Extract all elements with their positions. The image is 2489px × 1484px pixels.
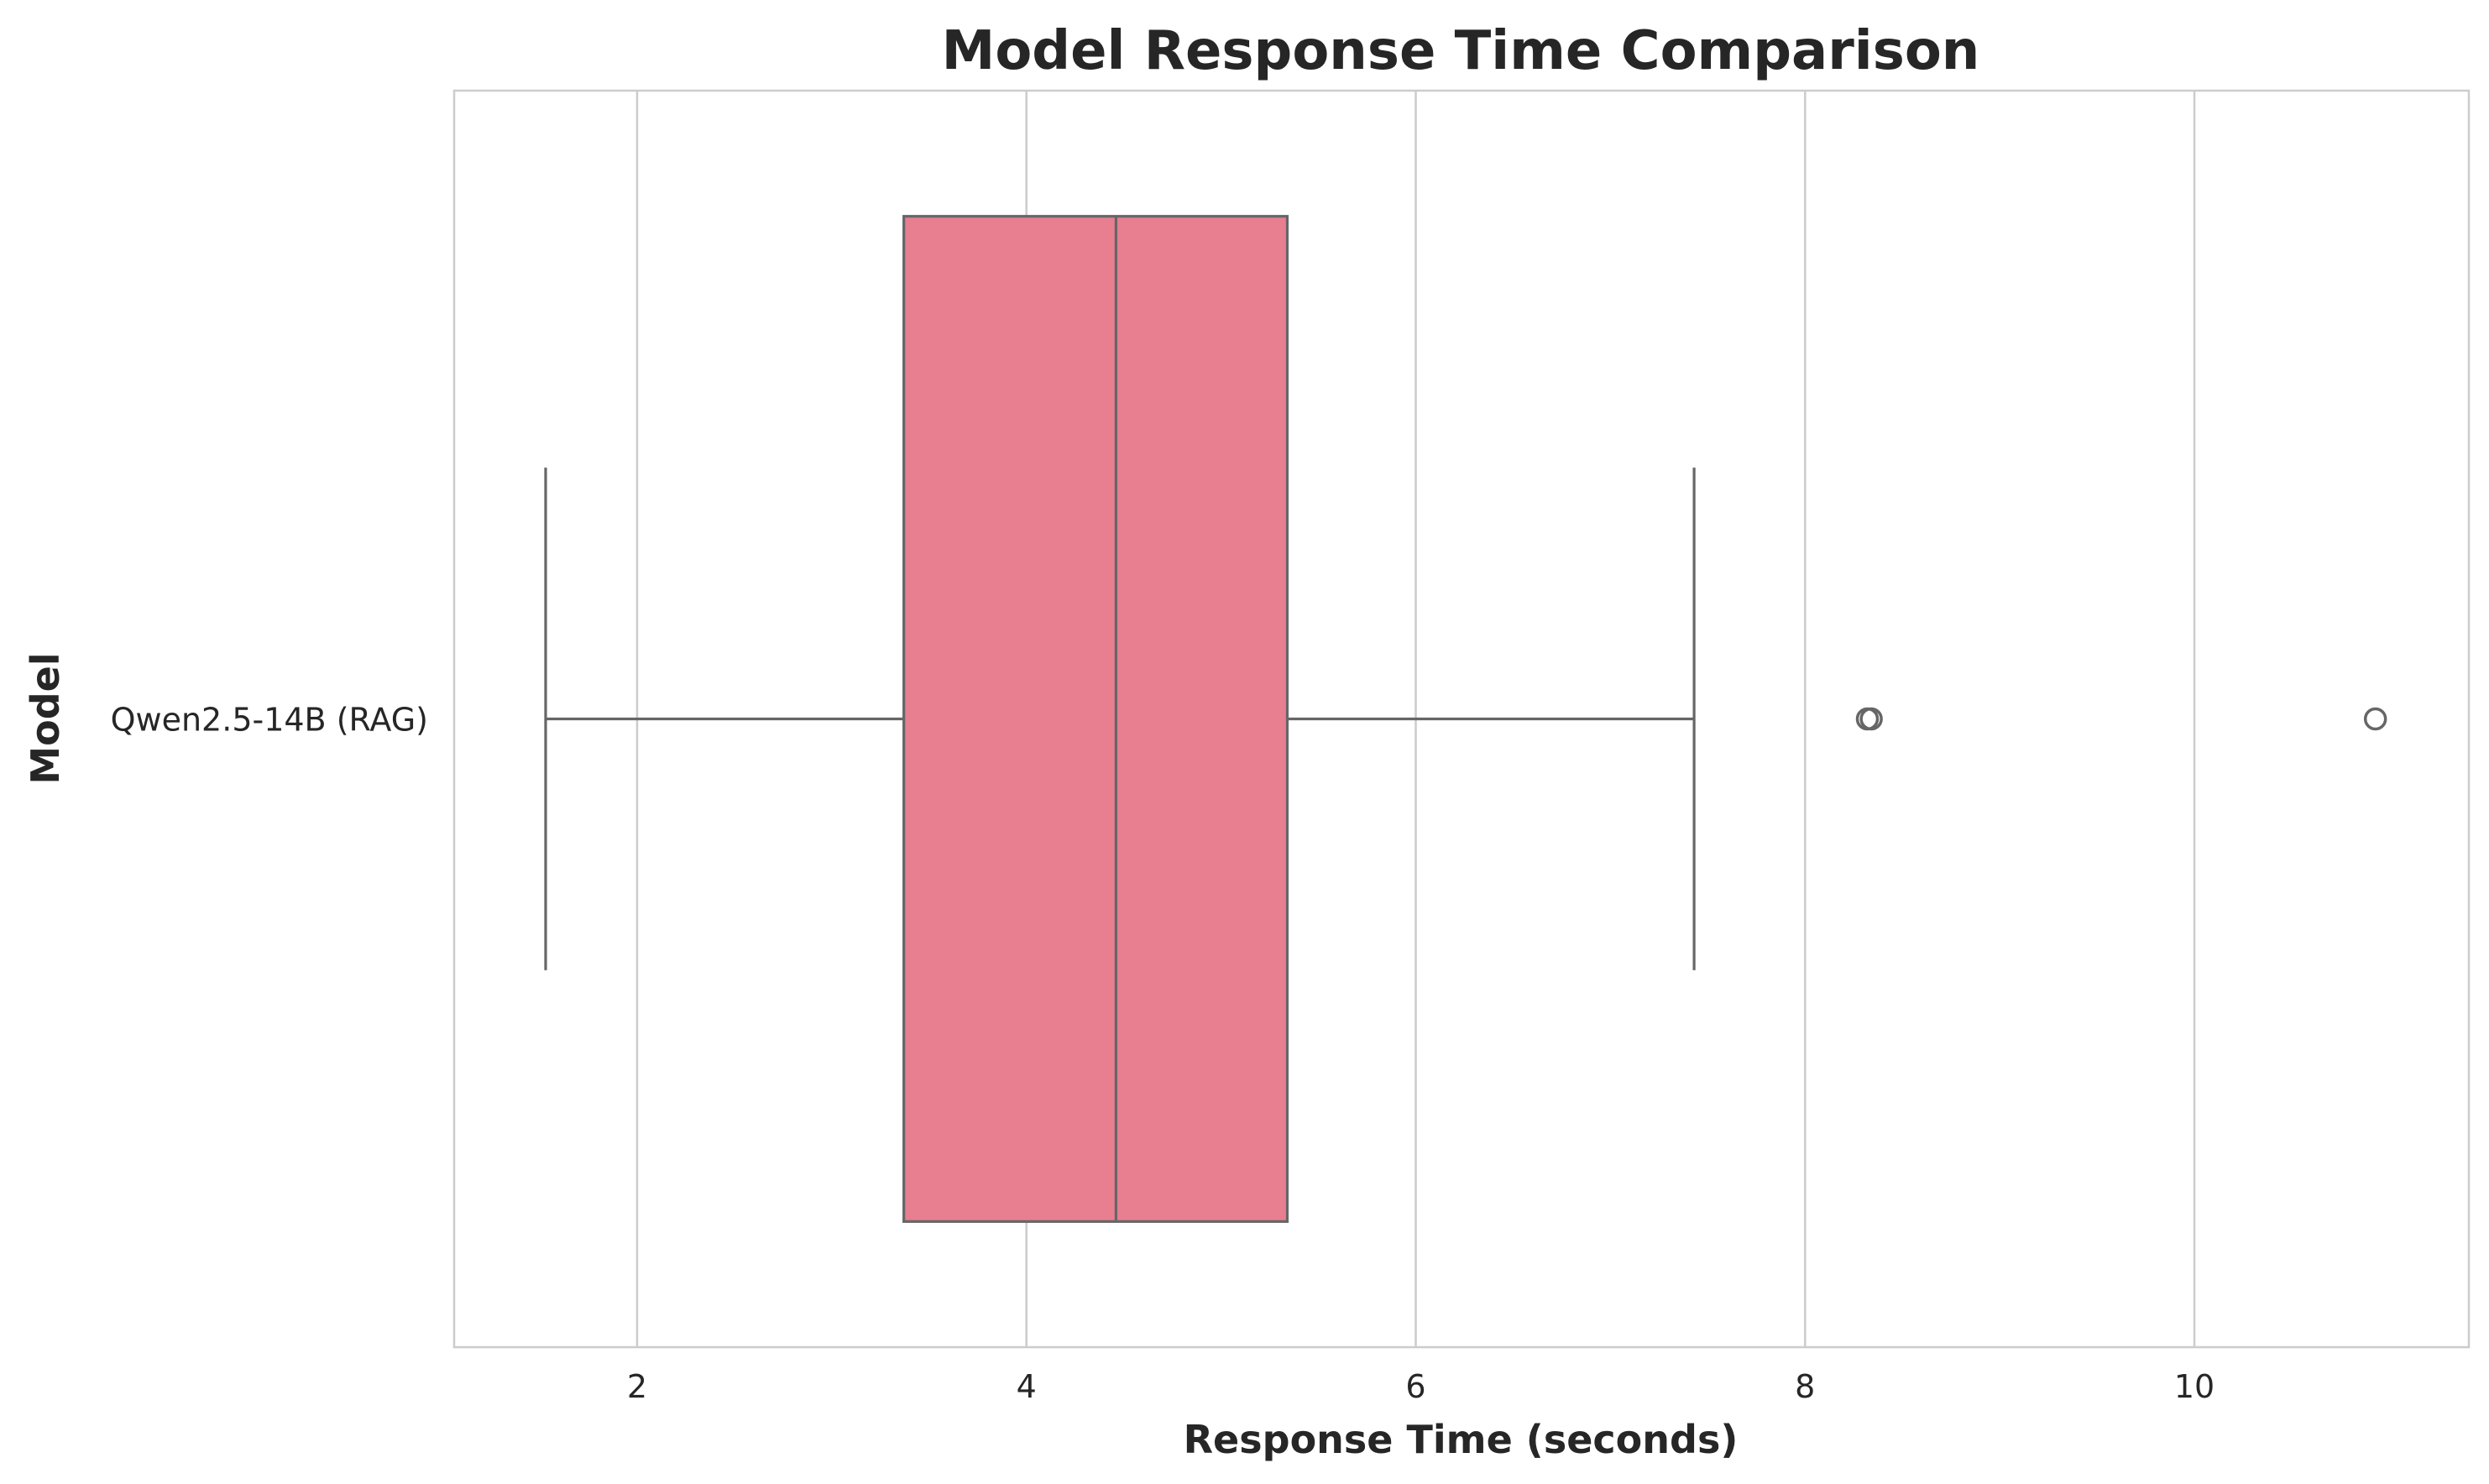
y-tick-label: Qwen2.5-14B (RAG) [111,702,428,739]
outlier-point [1859,707,1883,731]
x-tick-label: 4 [1017,1368,1037,1405]
iqr-box [902,215,1289,1223]
x-axis-label: Response Time (seconds) [1184,1417,1739,1462]
x-tick-label: 8 [1795,1368,1815,1405]
y-axis-label: Model [23,652,68,784]
box-marks [544,215,2387,1223]
outlier-point [2363,707,2387,731]
chart-title: Model Response Time Comparison [942,20,1980,82]
plot-frame [452,89,2471,1349]
x-tick-label: 2 [627,1368,647,1405]
x-tick-label: 6 [1405,1368,1425,1405]
axis-ticks: 2 4 6 8 10 Qwen2.5-14B (RAG) [111,702,2215,1406]
x-tick-label: 10 [2174,1368,2214,1405]
